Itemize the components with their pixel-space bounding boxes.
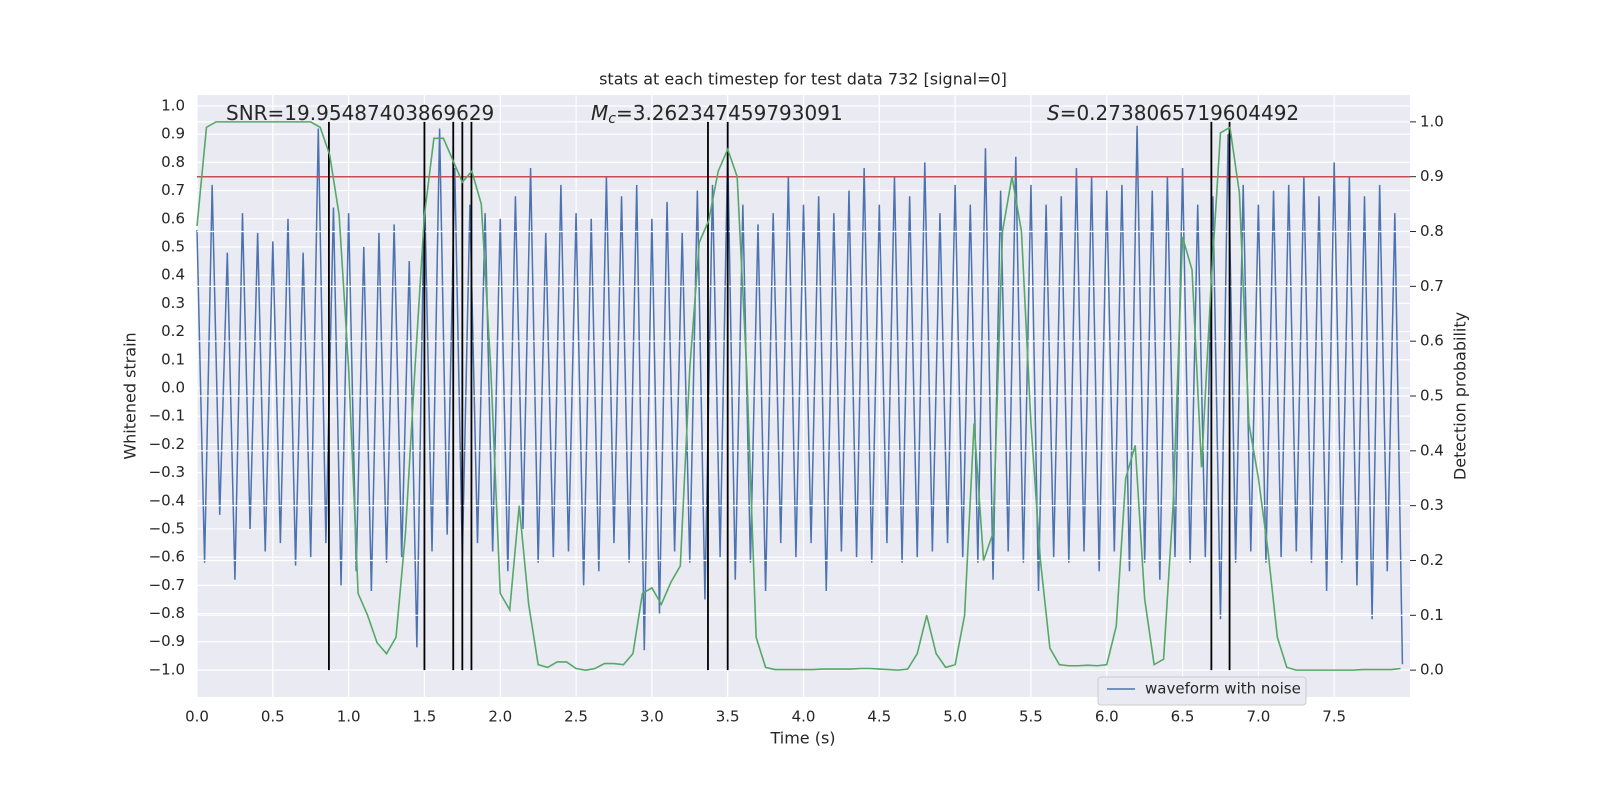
y2-axis-label: Detection probability <box>1451 312 1470 480</box>
annotation-text: =0.2738065719604492 <box>1060 101 1299 125</box>
x-tick-label: 2.5 <box>564 708 588 726</box>
annotation-symbol: S <box>1047 101 1060 125</box>
x-tick-label: 3.5 <box>716 708 740 726</box>
y2-tick-label: 0.1 <box>1420 606 1444 624</box>
chart-title: stats at each timestep for test data 732… <box>599 70 1007 89</box>
x-tick-label: 7.5 <box>1322 708 1346 726</box>
y-tick-label: −0.7 <box>149 576 185 594</box>
y2-tick-label: 0.2 <box>1420 551 1444 569</box>
y2-tick-label: 0.9 <box>1420 167 1444 185</box>
y-tick-label: −0.4 <box>149 491 185 509</box>
y-tick-label: 0.1 <box>161 350 185 368</box>
y2-tick-label: 0.7 <box>1420 277 1444 295</box>
annotation: SNR=19.95487403869629 <box>226 101 494 125</box>
annotation: Mc=3.262347459793091 <box>591 101 843 128</box>
annotation-symbol: M <box>591 101 608 125</box>
y-tick-label: 0.4 <box>161 266 185 284</box>
y-tick-label: −0.3 <box>149 463 185 481</box>
y2-tick-label: 0.3 <box>1420 496 1444 514</box>
line-series <box>196 121 1401 671</box>
y-tick-label: −0.2 <box>149 435 185 453</box>
x-tick-label: 6.5 <box>1171 708 1195 726</box>
annotation-subscript: c <box>608 111 616 127</box>
y-tick-label: 0.0 <box>161 378 185 396</box>
x-tick-label: 2.0 <box>488 708 512 726</box>
y-tick-label: 0.5 <box>161 237 185 255</box>
y2-tick-label: 1.0 <box>1420 112 1444 130</box>
y-tick-label: 0.3 <box>161 294 185 312</box>
y-tick-label: −0.5 <box>149 519 185 537</box>
y-tick-label: 1.0 <box>161 96 185 114</box>
x-tick-label: 5.5 <box>1019 708 1043 726</box>
x-tick-label: 4.5 <box>867 708 891 726</box>
x-tick-label: 5.0 <box>943 708 967 726</box>
x-tick-label: 4.0 <box>792 708 816 726</box>
x-tick-label: 1.0 <box>337 708 361 726</box>
y-tick-label: −0.1 <box>149 407 185 425</box>
x-tick-label: 6.0 <box>1095 708 1119 726</box>
y-tick-label: −1.0 <box>149 660 185 678</box>
legend <box>1097 676 1307 706</box>
y-tick-label: 0.8 <box>161 153 185 171</box>
y-tick-label: 0.6 <box>161 209 185 227</box>
x-tick-label: 3.0 <box>640 708 664 726</box>
y2-tick-label: 0.4 <box>1420 441 1444 459</box>
y-axis-label: Whitened strain <box>121 332 140 459</box>
y2-tick-label: 0.0 <box>1420 661 1444 679</box>
x-tick-label: 7.0 <box>1246 708 1270 726</box>
y-tick-label: −0.6 <box>149 548 185 566</box>
annotation: S=0.2738065719604492 <box>1047 101 1299 125</box>
legend-label: waveform with noise <box>1145 680 1301 698</box>
x-tick-label: 1.5 <box>413 708 437 726</box>
x-tick-label: 0.5 <box>261 708 285 726</box>
line-series <box>196 125 1404 665</box>
y2-tick-label: 0.8 <box>1420 222 1444 240</box>
y-tick-label: −0.8 <box>149 604 185 622</box>
y-tick-label: 0.7 <box>161 181 185 199</box>
x-axis-label: Time (s) <box>769 729 835 748</box>
y-tick-label: 0.9 <box>161 125 185 143</box>
annotation-text: SNR=19.95487403869629 <box>226 101 494 125</box>
y2-tick-label: 0.6 <box>1420 332 1444 350</box>
y-tick-label: −0.9 <box>149 632 185 650</box>
annotation-text: =3.262347459793091 <box>616 101 843 125</box>
y-tick-label: 0.2 <box>161 322 185 340</box>
x-tick-label: 0.0 <box>185 708 209 726</box>
y2-tick-label: 0.5 <box>1420 387 1444 405</box>
